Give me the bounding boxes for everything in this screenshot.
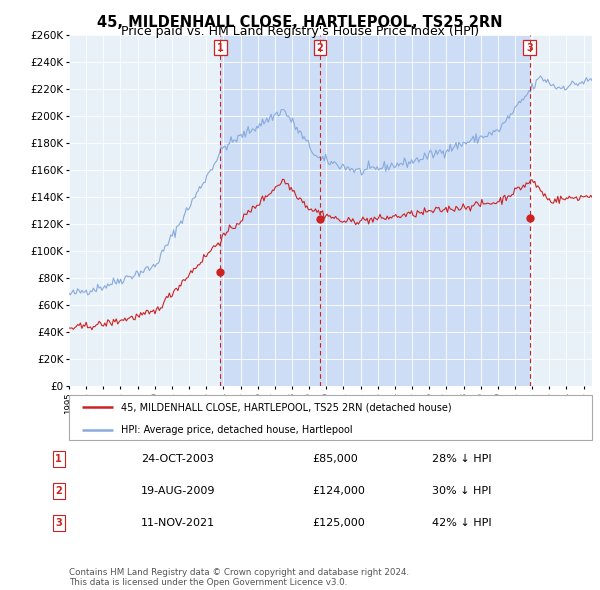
Text: 42% ↓ HPI: 42% ↓ HPI <box>432 518 491 527</box>
Text: Contains HM Land Registry data © Crown copyright and database right 2024.
This d: Contains HM Land Registry data © Crown c… <box>69 568 409 587</box>
Text: 2: 2 <box>317 42 323 53</box>
Bar <box>220 35 320 386</box>
FancyBboxPatch shape <box>69 395 592 440</box>
Text: 28% ↓ HPI: 28% ↓ HPI <box>432 454 491 464</box>
Text: 1: 1 <box>217 42 224 53</box>
Text: 3: 3 <box>526 42 533 53</box>
Text: HPI: Average price, detached house, Hartlepool: HPI: Average price, detached house, Hart… <box>121 425 353 435</box>
Text: 3: 3 <box>55 518 62 527</box>
Text: 24-OCT-2003: 24-OCT-2003 <box>141 454 214 464</box>
Text: 19-AUG-2009: 19-AUG-2009 <box>141 486 215 496</box>
Text: £125,000: £125,000 <box>312 518 365 527</box>
Text: £124,000: £124,000 <box>312 486 365 496</box>
Text: 2: 2 <box>55 486 62 496</box>
Bar <box>320 35 530 386</box>
Text: 11-NOV-2021: 11-NOV-2021 <box>141 518 215 527</box>
Text: 30% ↓ HPI: 30% ↓ HPI <box>432 486 491 496</box>
Text: 45, MILDENHALL CLOSE, HARTLEPOOL, TS25 2RN (detached house): 45, MILDENHALL CLOSE, HARTLEPOOL, TS25 2… <box>121 402 452 412</box>
Text: 45, MILDENHALL CLOSE, HARTLEPOOL, TS25 2RN: 45, MILDENHALL CLOSE, HARTLEPOOL, TS25 2… <box>97 15 503 30</box>
Text: £85,000: £85,000 <box>312 454 358 464</box>
Text: 1: 1 <box>55 454 62 464</box>
Text: Price paid vs. HM Land Registry's House Price Index (HPI): Price paid vs. HM Land Registry's House … <box>121 25 479 38</box>
